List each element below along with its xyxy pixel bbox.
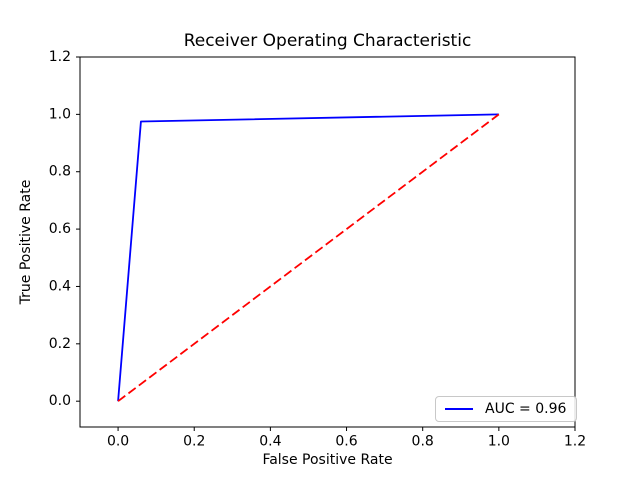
legend-line-swatch <box>445 408 473 410</box>
y-tick-label: 0.4 <box>49 278 71 294</box>
x-axis-label: False Positive Rate <box>262 452 393 468</box>
y-tick-label: 0.6 <box>49 221 71 237</box>
axes-spines <box>79 56 576 428</box>
y-tick-label: 0.8 <box>49 164 71 180</box>
y-tick-label: 1.0 <box>49 106 71 122</box>
y-tick-label: 1.2 <box>49 49 71 65</box>
x-tick-label: 0.6 <box>335 434 357 450</box>
roc-curve-line <box>117 113 499 402</box>
y-axis-label: True Positive Rate <box>18 179 34 305</box>
x-tick-label: 0.4 <box>259 434 281 450</box>
x-tick-label: 0.0 <box>107 434 129 450</box>
chart-title: Receiver Operating Characteristic <box>183 31 472 51</box>
legend: AUC = 0.96 <box>435 396 578 422</box>
x-tick-label: 1.0 <box>488 434 510 450</box>
x-tick-label: 1.2 <box>564 434 586 450</box>
y-tick-label: 0.2 <box>49 336 71 352</box>
chance-diagonal-line <box>117 113 500 402</box>
y-tick-label: 0.0 <box>49 393 71 409</box>
legend-label: AUC = 0.96 <box>485 401 567 417</box>
x-tick-label: 0.2 <box>183 434 205 450</box>
x-tick-label: 0.8 <box>412 434 434 450</box>
